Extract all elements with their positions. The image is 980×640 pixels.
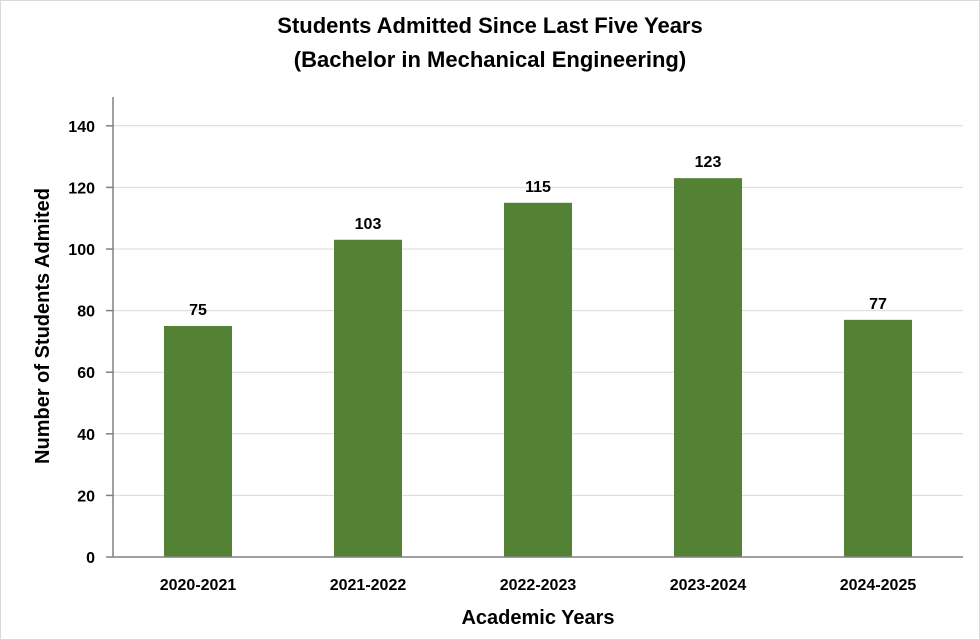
y-tick-label: 0: [86, 550, 95, 567]
chart-subtitle: (Bachelor in Mechanical Engineering): [294, 47, 686, 72]
y-tick-label: 120: [68, 180, 95, 197]
x-tick-label: 2023-2024: [670, 577, 747, 594]
data-labels: 75 103 115 123 77: [189, 154, 887, 319]
y-tick-label: 60: [77, 365, 95, 382]
bars: [164, 178, 912, 558]
y-tick-label: 100: [68, 242, 95, 259]
x-tick-label: 2024-2025: [840, 577, 917, 594]
bar: [334, 239, 402, 557]
x-axis-title: Academic Years: [461, 607, 614, 629]
bar: [844, 319, 912, 557]
x-tick-label: 2020-2021: [160, 577, 237, 594]
y-tick-labels: 0 20 40 60 80 100 120 140: [68, 119, 95, 567]
data-label: 75: [189, 302, 207, 319]
x-tick-label: 2022-2023: [500, 577, 577, 594]
y-tick-label: 20: [77, 488, 95, 505]
y-tick-label: 40: [77, 427, 95, 444]
y-axis-title: Number of Students Admited: [32, 188, 54, 464]
bar: [674, 178, 742, 557]
data-label: 123: [695, 154, 722, 171]
x-tick-labels: 2020-2021 2021-2022 2022-2023 2023-2024 2024…: [160, 577, 917, 594]
data-label: 103: [355, 216, 382, 233]
y-tick-label: 80: [77, 304, 95, 321]
axes: [106, 97, 963, 558]
chart-title: Students Admitted Since Last Five Years: [277, 13, 702, 38]
bar: [164, 326, 232, 557]
y-tick-label: 140: [68, 119, 95, 136]
x-tick-label: 2021-2022: [330, 577, 407, 594]
data-label: 115: [525, 179, 551, 196]
bar: [504, 202, 572, 558]
data-label: 77: [869, 296, 887, 313]
